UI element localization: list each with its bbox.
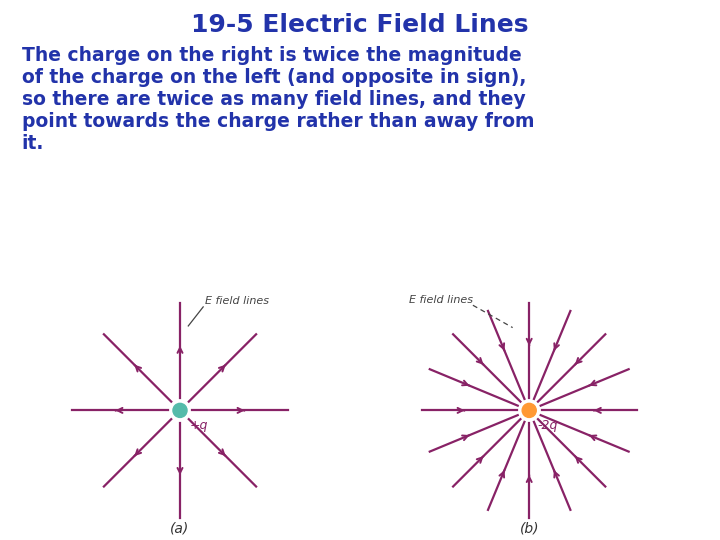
Text: E field lines: E field lines	[409, 295, 473, 305]
Text: (b): (b)	[519, 522, 539, 536]
Text: 19-5 Electric Field Lines: 19-5 Electric Field Lines	[192, 14, 528, 37]
Text: The charge on the right is twice the magnitude
of the charge on the left (and op: The charge on the right is twice the mag…	[22, 46, 534, 153]
Text: E field lines: E field lines	[205, 296, 269, 306]
Circle shape	[173, 403, 187, 417]
Text: (a): (a)	[171, 522, 189, 536]
Circle shape	[522, 403, 536, 417]
Text: +q: +q	[190, 418, 208, 431]
Text: -2q: -2q	[537, 418, 558, 431]
